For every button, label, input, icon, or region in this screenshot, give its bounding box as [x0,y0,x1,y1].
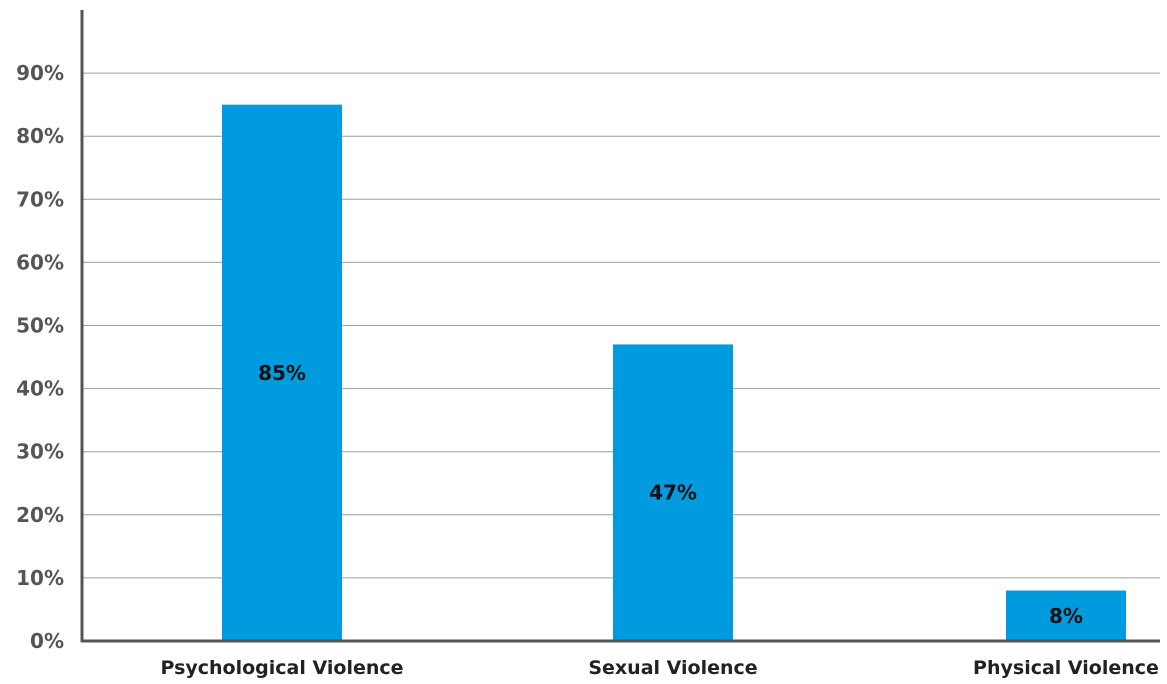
y-tick-label: 40% [16,377,64,401]
data-labels: 85% 47% 8% [258,361,1083,628]
bar [613,344,733,641]
x-category-label: Psychological Violence [160,657,403,679]
data-label: 47% [649,481,697,505]
data-label: 85% [258,361,306,385]
y-tick-label: 50% [16,314,64,338]
y-tick-label: 0% [30,629,64,653]
y-tick-label: 60% [16,250,64,274]
x-axis-category-labels: Psychological Violence Sexual Violence Phy… [160,657,1158,679]
bar [222,104,342,641]
y-tick-label: 10% [16,566,64,590]
bar [1006,590,1126,641]
y-tick-label: 90% [16,61,64,85]
data-label: 8% [1049,604,1083,628]
y-tick-label: 70% [16,187,64,211]
x-category-label: Sexual Violence [588,657,757,679]
y-tick-label: 30% [16,440,64,464]
bars [222,104,1126,641]
x-category-label: Physical Violence [973,657,1159,679]
y-tick-label: 80% [16,124,64,148]
y-axis-tick-labels: 0% 10% 20% 30% 40% 50% 60% 70% 80% 90% [16,61,64,653]
y-tick-label: 20% [16,503,64,527]
